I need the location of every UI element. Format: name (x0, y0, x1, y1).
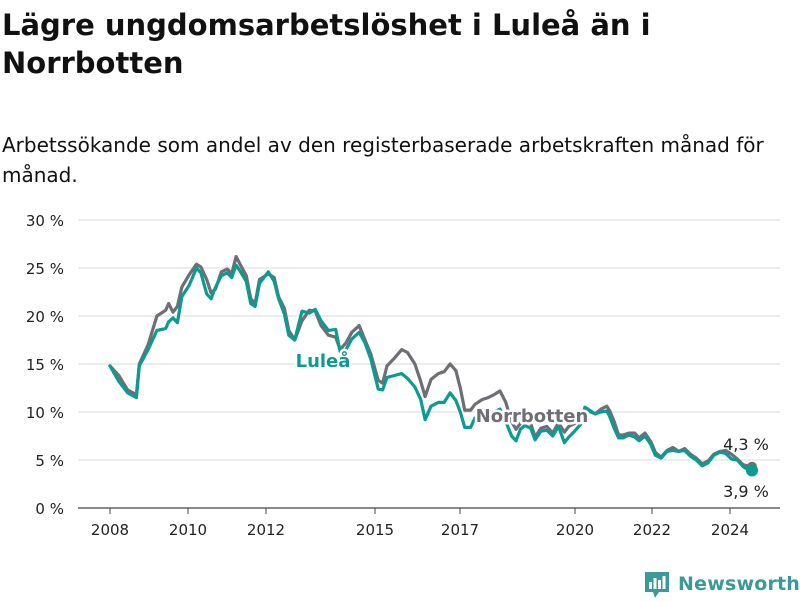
series-label: Norrbotten (476, 406, 589, 427)
newsworthy-brand: Newsworthy (644, 566, 800, 602)
y-tick-label: 10 % (26, 404, 64, 422)
series-label-halo: Norrbotten (476, 406, 589, 427)
chart-title: Lägre ungdomsarbetslöshet i Luleå än i N… (2, 8, 651, 80)
series-lines (108, 254, 758, 477)
y-tick-label: 0 % (35, 500, 64, 518)
end-value-label: 3,9 % (723, 482, 769, 501)
x-tick-label: 2024 (711, 521, 749, 539)
y-tick-label: 30 % (26, 212, 64, 230)
y-tick-label: 5 % (35, 452, 64, 470)
x-tick-label: 2022 (633, 521, 671, 539)
x-tick-label: 2017 (441, 521, 479, 539)
y-tick-label: 15 % (26, 356, 64, 374)
end-value-label: 4,3 % (723, 435, 769, 454)
y-axis-ticks: 0 % 5 % 10 % 15 % 20 % 25 % 30 % (26, 212, 64, 518)
y-tick-label: 25 % (26, 260, 64, 278)
x-tick-label: 2020 (556, 521, 594, 539)
series-label: Luleå (296, 350, 351, 372)
series-line-lulea (108, 263, 754, 473)
series-end-dot (746, 464, 758, 477)
newsworthy-logo-icon (644, 569, 670, 599)
x-tick-label: 2012 (247, 521, 285, 539)
x-tick-label: 2008 (91, 521, 129, 539)
x-tick-label: 2015 (356, 521, 394, 539)
brand-name: Newsworthy (678, 573, 800, 595)
y-tick-label: 20 % (26, 308, 64, 326)
series-line-norrbotten (108, 254, 754, 469)
series-label-halo: Luleå (296, 350, 351, 372)
chart-subtitle: Arbetssökande som andel av den registerb… (2, 133, 764, 187)
x-tick-label: 2010 (169, 521, 207, 539)
x-axis: 2008 2010 2012 2015 2017 2020 2022 2024 (91, 508, 749, 539)
line-chart: 0 %5 %10 %15 %20 %25 %30 % 2008 2010 2012 2… (26, 212, 780, 539)
gridlines (78, 219, 780, 509)
